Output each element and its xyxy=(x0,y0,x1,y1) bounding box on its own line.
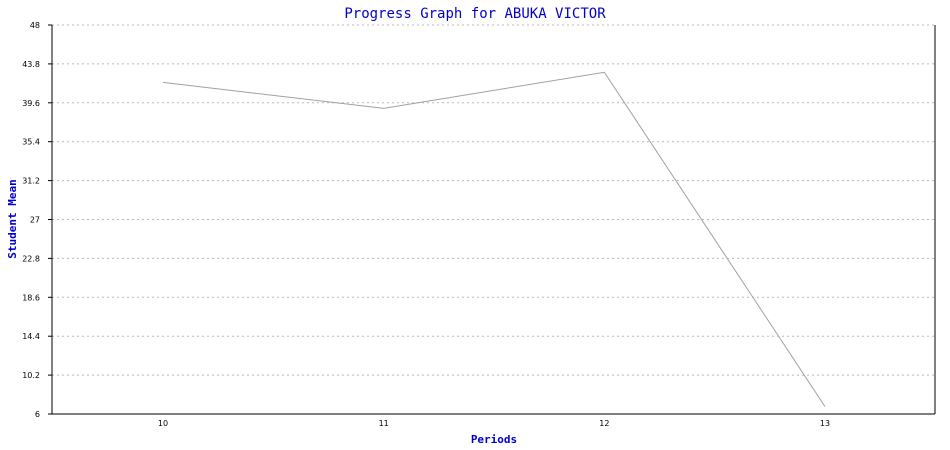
chart-title: Progress Graph for ABUKA VICTOR xyxy=(344,6,606,22)
y-tick-label: 35.4 xyxy=(22,138,40,147)
y-tick-label: 48 xyxy=(30,21,40,30)
y-tick-label: 22.8 xyxy=(22,254,40,263)
series-line-student-mean xyxy=(162,71,826,407)
y-tick-label: 18.6 xyxy=(22,293,40,302)
x-tick-label: 12 xyxy=(599,419,609,428)
x-axis-label: Periods xyxy=(471,433,517,446)
y-tick-label: 10.2 xyxy=(22,371,40,380)
y-tick-label: 43.8 xyxy=(22,60,40,69)
x-tick-label: 10 xyxy=(158,419,168,428)
y-axis-label: Student Mean xyxy=(6,179,19,258)
y-tick-labels: 6 10.2 14.4 18.6 22.8 27 31.2 35.4 39.6 43.8 48 xyxy=(22,21,52,419)
y-tick-label: 6 xyxy=(35,410,40,419)
x-tick-labels: 10 11 12 13 xyxy=(158,419,830,428)
y-tick-label: 27 xyxy=(30,216,40,225)
y-tick-label: 31.2 xyxy=(22,177,40,186)
y-tick-label: 39.6 xyxy=(22,99,40,108)
y-tick-label: 14.4 xyxy=(22,332,40,341)
x-tick-label: 11 xyxy=(379,419,389,428)
x-tick-label: 13 xyxy=(820,419,830,428)
grid-lines xyxy=(52,24,935,376)
